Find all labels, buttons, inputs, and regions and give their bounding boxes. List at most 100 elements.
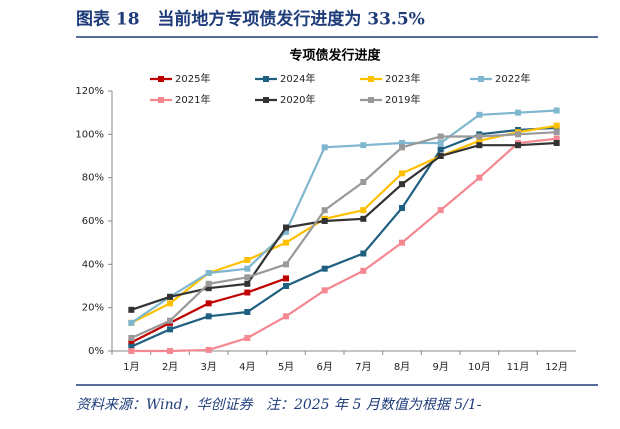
data-point — [244, 309, 251, 315]
y-tick-label: 20% — [82, 303, 104, 314]
data-point — [515, 131, 521, 138]
data-point — [360, 207, 367, 214]
x-tick-label: 5月 — [278, 361, 294, 373]
x-tick-label: 8月 — [394, 361, 410, 373]
data-point — [128, 319, 135, 326]
legend-label: 2022年 — [495, 72, 530, 85]
y-tick-label: 0% — [88, 346, 104, 357]
legend-label: 2021年 — [175, 93, 210, 106]
data-point — [283, 275, 289, 282]
y-tick-label: 80% — [82, 173, 104, 184]
legend-label: 2024年 — [280, 72, 315, 85]
series-line — [131, 137, 557, 353]
data-point — [205, 313, 212, 320]
data-point — [321, 207, 328, 214]
data-point — [360, 267, 367, 274]
y-tick-label: 40% — [82, 259, 104, 270]
legend-label: 2023年 — [385, 72, 420, 85]
data-point — [437, 140, 444, 146]
data-point — [167, 293, 173, 300]
data-point — [205, 280, 212, 287]
data-point — [128, 348, 135, 354]
data-point — [283, 283, 289, 289]
data-point — [399, 170, 405, 177]
data-point — [515, 109, 521, 116]
data-point — [321, 265, 328, 272]
header-title: 图表 18 当前地方专项债发行进度为 33.5% — [76, 9, 425, 30]
legend-marker — [158, 97, 164, 103]
data-point — [244, 280, 251, 287]
data-point — [476, 137, 483, 144]
legend-marker — [368, 76, 374, 82]
x-tick-label: 2月 — [162, 361, 178, 373]
data-point — [244, 274, 251, 281]
data-point — [205, 346, 212, 353]
data-point — [128, 335, 135, 341]
legend-marker — [263, 76, 269, 82]
x-tick-label: 1月 — [123, 361, 139, 373]
data-point — [167, 317, 173, 324]
y-tick-label: 60% — [82, 216, 104, 227]
data-point — [205, 270, 212, 276]
data-point — [553, 122, 560, 129]
data-point — [360, 250, 367, 257]
data-point — [437, 146, 444, 153]
x-tick-label: 10月 — [468, 361, 491, 373]
data-point — [437, 207, 444, 214]
x-tick-label: 4月 — [239, 361, 255, 373]
data-point — [283, 228, 289, 235]
legend-label: 2019年 — [385, 93, 420, 106]
data-point — [399, 239, 405, 246]
legend-marker — [368, 97, 374, 103]
x-tick-label: 9月 — [432, 361, 448, 373]
data-point — [476, 174, 483, 181]
y-tick-label: 100% — [75, 129, 104, 140]
data-point — [399, 205, 405, 211]
data-point — [128, 306, 135, 313]
footer-source: 资料来源：Wind，华创证券 注：2025 年 5 月数值为根据 5/1- — [76, 397, 482, 413]
series-line — [130, 109, 557, 324]
x-tick-label: 11月 — [507, 361, 530, 373]
data-point — [399, 140, 405, 146]
data-point — [283, 261, 289, 268]
x-tick-label: 6月 — [316, 361, 332, 373]
x-tick-label: 7月 — [355, 361, 371, 373]
data-point — [244, 335, 251, 341]
series-line — [130, 126, 557, 348]
data-point — [399, 181, 405, 188]
data-point — [128, 343, 135, 350]
data-point — [476, 111, 483, 118]
data-point — [553, 140, 560, 146]
x-tick-label: 3月 — [200, 361, 216, 373]
data-point — [553, 135, 560, 142]
data-point — [205, 300, 212, 307]
legend-marker — [478, 76, 484, 82]
data-point — [128, 339, 135, 346]
data-point — [321, 218, 328, 224]
data-point — [321, 287, 328, 294]
data-point — [437, 153, 444, 159]
data-point — [437, 133, 444, 140]
data-point — [553, 107, 560, 114]
legend-label: 2025年 — [175, 72, 210, 85]
legend-label: 2020年 — [280, 93, 315, 106]
data-point — [205, 285, 212, 292]
data-point — [244, 289, 251, 296]
data-point — [476, 133, 483, 140]
data-point — [360, 215, 367, 222]
series-line — [130, 124, 557, 324]
legend-marker — [158, 76, 164, 82]
data-point — [360, 179, 367, 185]
data-point — [283, 239, 289, 246]
data-point — [283, 313, 289, 320]
data-point — [515, 142, 521, 149]
data-point — [321, 144, 328, 151]
data-point — [283, 224, 289, 231]
x-tick-label: 12月 — [545, 361, 568, 373]
chart-title: 专项债发行进度 — [289, 48, 381, 64]
data-point — [167, 300, 173, 307]
y-tick-label: 120% — [75, 86, 104, 97]
data-point — [553, 129, 560, 136]
